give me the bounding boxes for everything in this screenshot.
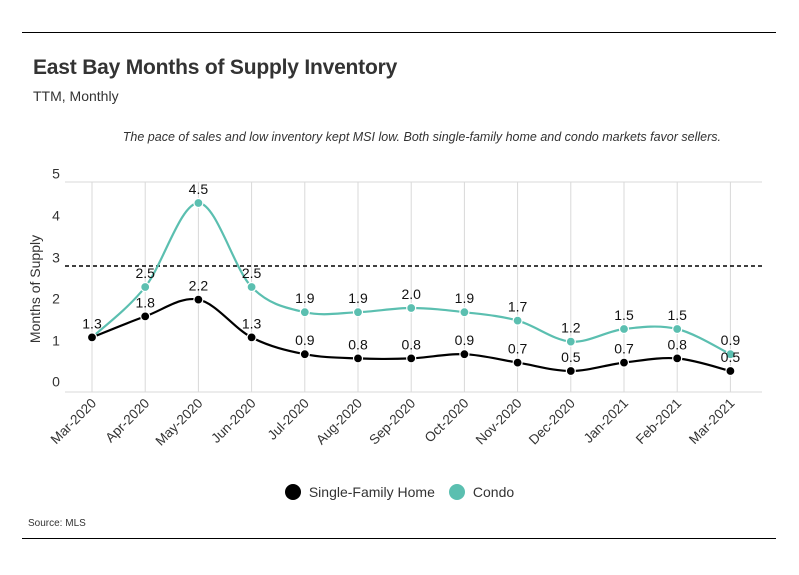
x-tick-label: Jul-2020 [265, 396, 312, 443]
data-label-condo: 2.5 [135, 265, 155, 281]
x-tick-label: Nov-2020 [473, 396, 525, 448]
data-point-sfh [86, 332, 98, 343]
data-label-sfh: 1.8 [135, 294, 155, 310]
data-point-condo [672, 323, 683, 335]
x-tick-label: Dec-2020 [526, 396, 578, 448]
series-group [86, 197, 736, 377]
data-label-condo: 2.0 [401, 286, 421, 302]
data-label-sfh: 0.5 [561, 349, 581, 365]
data-point-condo [565, 336, 576, 347]
y-tick-label: 1 [52, 333, 60, 349]
data-point-sfh [246, 332, 257, 343]
data-point-sfh [193, 294, 204, 305]
data-point-sfh [299, 349, 310, 360]
y-tick-label: 3 [52, 250, 60, 266]
data-point-sfh [140, 311, 151, 322]
legend-item-condo[interactable]: Condo [448, 484, 515, 500]
x-tick-label: Aug-2020 [313, 396, 365, 448]
data-point-sfh [725, 365, 736, 377]
data-point-condo [512, 315, 523, 326]
data-point-condo [618, 323, 630, 335]
data-label-condo: 0.9 [721, 332, 741, 348]
legend-swatch-condo [448, 484, 465, 500]
data-label-sfh: 0.8 [348, 336, 368, 352]
legend: Single-Family Home Condo [0, 484, 799, 500]
data-label-condo: 1.9 [455, 290, 475, 306]
x-tick-label: Oct-2020 [422, 396, 472, 446]
legend-label-sfh: Single-Family Home [308, 484, 435, 500]
data-label-sfh: 0.7 [614, 341, 634, 357]
data-label-condo: 1.5 [614, 307, 634, 323]
data-point-condo [140, 281, 151, 293]
bottom-rule [22, 538, 776, 539]
data-point-condo [299, 307, 310, 318]
x-tick-label: Apr-2020 [102, 396, 152, 446]
chart-annotation: The pace of sales and low inventory kept… [122, 130, 721, 144]
data-label-sfh: 0.8 [401, 336, 421, 352]
data-label-condo: 1.5 [667, 307, 687, 323]
data-point-condo [406, 302, 417, 314]
data-label-sfh: 0.9 [455, 332, 475, 348]
data-point-condo [193, 197, 204, 209]
data-label-condo: 2.5 [242, 265, 262, 281]
x-tick-label: Jan-2021 [581, 396, 631, 446]
x-tick-label: Sep-2020 [366, 396, 418, 448]
data-label-sfh: 0.7 [508, 341, 528, 357]
data-label-sfh: 2.2 [189, 278, 209, 294]
data-label-condo: 1.9 [295, 290, 315, 306]
y-tick-label: 0 [52, 374, 60, 390]
y-tick-label: 4 [52, 208, 60, 224]
data-point-sfh [672, 353, 683, 364]
data-label-condo: 4.5 [189, 181, 209, 197]
source-note: Source: MLS [28, 518, 86, 529]
x-tick-label: Feb-2021 [633, 396, 684, 447]
x-tick-label: Mar-2021 [686, 396, 737, 447]
data-point-sfh [459, 349, 470, 360]
data-label-sfh: 1.3 [242, 315, 262, 331]
data-labels: 1.3 1.8 2.2 1.3 0.9 0.8 0.8 0.9 0.7 0.5 0.7 0.8 0.5 2… [82, 181, 740, 365]
data-point-sfh [618, 357, 630, 368]
data-label-sfh: 1.3 [82, 315, 102, 331]
data-point-condo [725, 349, 736, 360]
y-axis-label: Months of Supply [27, 235, 43, 343]
chart-title: East Bay Months of Supply Inventory [33, 56, 398, 79]
x-tick-labels: Mar-2020 Apr-2020 May-2020 Jun-2020 Jul-2020… [48, 396, 738, 449]
grid-lines [65, 181, 762, 393]
x-tick-label: Mar-2020 [48, 396, 99, 447]
y-tick-label: 5 [52, 166, 60, 182]
data-label-condo: 1.2 [561, 320, 581, 336]
data-point-sfh [565, 365, 576, 377]
data-label-sfh: 0.8 [667, 336, 687, 352]
data-label-sfh: 0.9 [295, 332, 315, 348]
y-tick-labels: 0 1 2 3 4 5 [52, 166, 60, 390]
y-tick-label: 2 [52, 291, 60, 307]
data-label-condo: 1.7 [508, 299, 528, 315]
data-point-sfh [512, 357, 523, 368]
x-tick-label: Jun-2020 [208, 396, 258, 446]
data-point-sfh [352, 353, 364, 364]
data-point-condo [459, 307, 470, 318]
data-point-sfh [406, 353, 417, 364]
legend-label-condo: Condo [472, 484, 515, 500]
data-point-condo [246, 281, 257, 293]
data-label-condo: 1.9 [348, 290, 368, 306]
top-rule [22, 32, 776, 33]
legend-swatch-sfh [284, 484, 301, 500]
data-point-condo [352, 307, 364, 318]
legend-item-sfh[interactable]: Single-Family Home [284, 484, 435, 500]
data-label-sfh: 0.5 [721, 349, 741, 365]
x-tick-label: May-2020 [152, 396, 205, 449]
chart-subtitle: TTM, Monthly [33, 88, 119, 104]
